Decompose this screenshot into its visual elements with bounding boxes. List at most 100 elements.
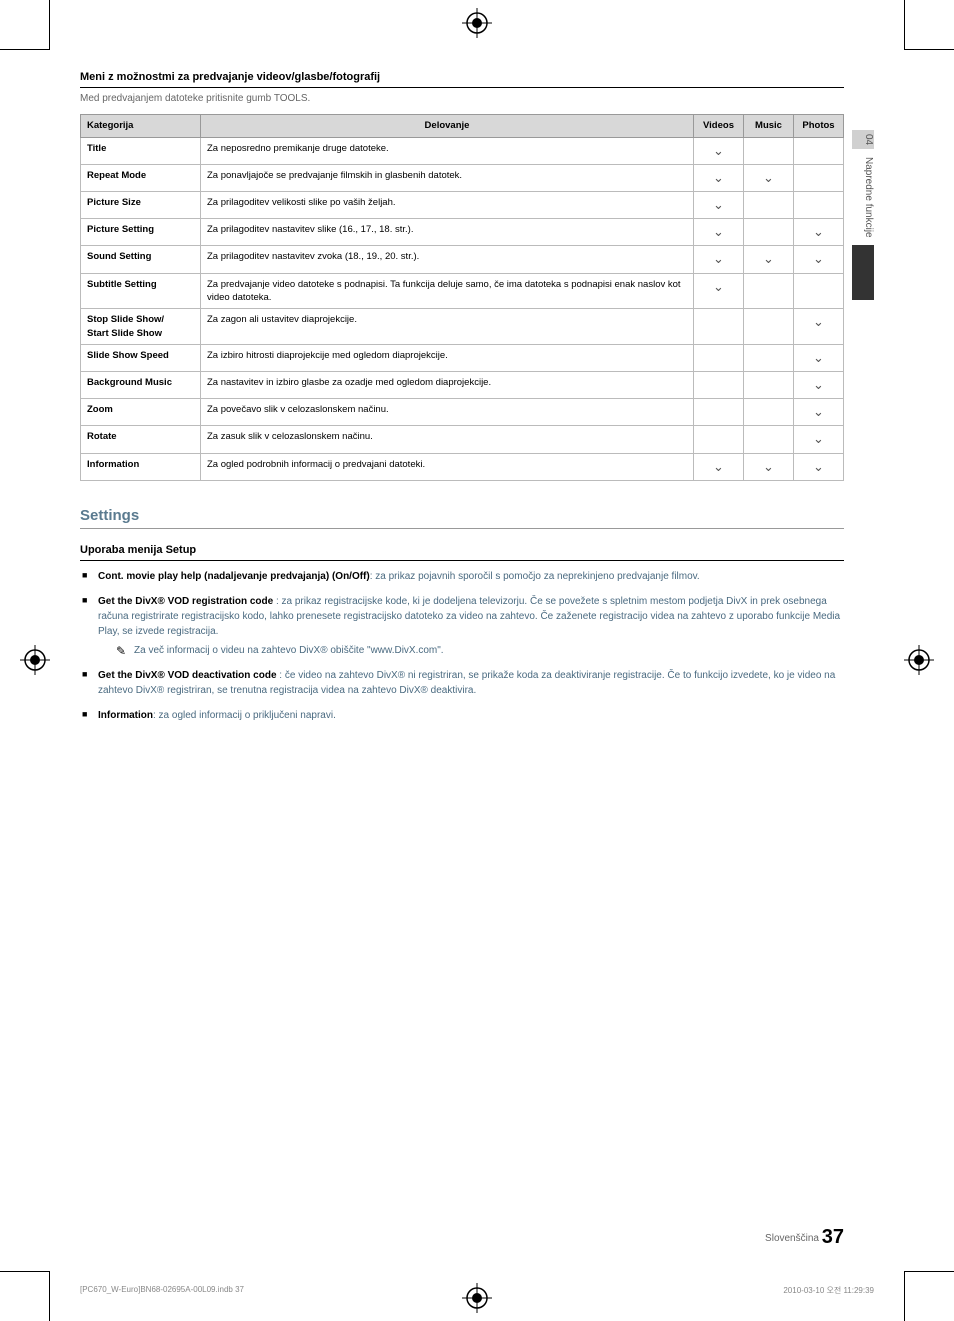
- row-videos-check: ⌄: [694, 219, 744, 246]
- print-footer-right: 2010-03-10 오전 11:29:39: [783, 1285, 874, 1296]
- row-music-check: [744, 344, 794, 371]
- row-music-check: ⌄: [744, 453, 794, 480]
- row-photos-check: [794, 164, 844, 191]
- settings-item-bold: Information: [98, 710, 153, 721]
- crop-mark: [904, 49, 954, 50]
- settings-item: Information: za ogled informacij o prikl…: [80, 708, 844, 723]
- settings-item-bold: Get the DivX® VOD deactivation code: [98, 670, 277, 681]
- row-action: Za prilagoditev velikosti slike po vaših…: [201, 192, 694, 219]
- footer-language: Slovenščina: [765, 1233, 819, 1244]
- row-category: Stop Slide Show/Start Slide Show: [81, 309, 201, 345]
- row-music-check: [744, 309, 794, 345]
- table-row: Background MusicZa nastavitev in izbiro …: [81, 372, 844, 399]
- row-category: Rotate: [81, 426, 201, 453]
- row-music-check: [744, 399, 794, 426]
- row-music-check: [744, 192, 794, 219]
- table-header-videos: Videos: [694, 115, 744, 137]
- page-footer: Slovenščina 37: [765, 1223, 844, 1251]
- crop-mark: [0, 1271, 50, 1272]
- table-row: Slide Show SpeedZa izbiro hitrosti diapr…: [81, 344, 844, 371]
- row-music-check: [744, 137, 794, 164]
- row-videos-check: ⌄: [694, 273, 744, 309]
- crop-mark: [49, 1271, 50, 1321]
- table-header-music: Music: [744, 115, 794, 137]
- row-photos-check: ⌄: [794, 344, 844, 371]
- row-category: Sound Setting: [81, 246, 201, 273]
- row-photos-check: ⌄: [794, 219, 844, 246]
- row-photos-check: ⌄: [794, 309, 844, 345]
- row-category: Picture Setting: [81, 219, 201, 246]
- settings-item: Get the DivX® VOD registration code : za…: [80, 594, 844, 658]
- row-photos-check: [794, 273, 844, 309]
- print-footer-left: [PC670_W-Euro]BN68-02695A-00L09.indb 37: [80, 1285, 244, 1296]
- row-action: Za prilagoditev nastavitev slike (16., 1…: [201, 219, 694, 246]
- registration-mark-icon: [462, 8, 492, 38]
- settings-item-note: Za več informacij o videu na zahtevo Div…: [98, 643, 844, 658]
- row-category: Zoom: [81, 399, 201, 426]
- chapter-label: Napredne funkcije: [852, 149, 874, 246]
- row-category: Information: [81, 453, 201, 480]
- row-category: Repeat Mode: [81, 164, 201, 191]
- table-row: Repeat ModeZa ponavljajoče se predvajanj…: [81, 164, 844, 191]
- settings-item: Cont. movie play help (nadaljevanje pred…: [80, 569, 844, 584]
- table-row: InformationZa ogled podrobnih informacij…: [81, 453, 844, 480]
- row-action: Za nastavitev in izbiro glasbe za ozadje…: [201, 372, 694, 399]
- table-row: ZoomZa povečavo slik v celozaslonskem na…: [81, 399, 844, 426]
- row-category: Subtitle Setting: [81, 273, 201, 309]
- row-videos-check: ⌄: [694, 453, 744, 480]
- crop-mark: [49, 0, 50, 50]
- row-music-check: [744, 273, 794, 309]
- table-header-action: Delovanje: [201, 115, 694, 137]
- row-photos-check: [794, 137, 844, 164]
- row-action: Za zagon ali ustavitev diaprojekcije.: [201, 309, 694, 345]
- chapter-number: 04: [852, 130, 874, 149]
- print-footer: [PC670_W-Euro]BN68-02695A-00L09.indb 37 …: [80, 1285, 874, 1296]
- row-music-check: [744, 219, 794, 246]
- options-table: Kategorija Delovanje Videos Music Photos…: [80, 114, 844, 480]
- registration-mark-icon: [20, 645, 50, 675]
- row-category: Picture Size: [81, 192, 201, 219]
- row-videos-check: [694, 372, 744, 399]
- side-tab-marker: [852, 245, 874, 300]
- settings-subheading: Uporaba menija Setup: [80, 543, 844, 561]
- row-photos-check: ⌄: [794, 399, 844, 426]
- table-row: Picture SettingZa prilagoditev nastavite…: [81, 219, 844, 246]
- table-row: RotateZa zasuk slik v celozaslonskem nač…: [81, 426, 844, 453]
- row-music-check: ⌄: [744, 246, 794, 273]
- row-photos-check: [794, 192, 844, 219]
- settings-heading: Settings: [80, 505, 844, 529]
- row-action: Za prilagoditev nastavitev zvoka (18., 1…: [201, 246, 694, 273]
- row-action: Za neposredno premikanje druge datoteke.: [201, 137, 694, 164]
- row-action: Za povečavo slik v celozaslonskem načinu…: [201, 399, 694, 426]
- side-tab: 04 Napredne funkcije: [852, 130, 874, 246]
- row-action: Za ponavljajoče se predvajanje filmskih …: [201, 164, 694, 191]
- section-title: Meni z možnostmi za predvajanje videov/g…: [80, 70, 844, 88]
- table-header-photos: Photos: [794, 115, 844, 137]
- table-row: TitleZa neposredno premikanje druge dato…: [81, 137, 844, 164]
- settings-item-bold: Cont. movie play help (nadaljevanje pred…: [98, 571, 370, 582]
- settings-item-text: : za prikaz pojavnih sporočil s pomočjo …: [370, 571, 700, 582]
- row-photos-check: ⌄: [794, 453, 844, 480]
- table-header-category: Kategorija: [81, 115, 201, 137]
- row-videos-check: ⌄: [694, 246, 744, 273]
- row-videos-check: ⌄: [694, 137, 744, 164]
- row-videos-check: [694, 426, 744, 453]
- row-music-check: [744, 372, 794, 399]
- page-number: 37: [822, 1226, 844, 1248]
- table-row: Stop Slide Show/Start Slide ShowZa zagon…: [81, 309, 844, 345]
- table-row: Subtitle SettingZa predvajanje video dat…: [81, 273, 844, 309]
- row-action: Za izbiro hitrosti diaprojekcije med ogl…: [201, 344, 694, 371]
- row-videos-check: [694, 309, 744, 345]
- row-music-check: ⌄: [744, 164, 794, 191]
- settings-item-text: : za ogled informacij o priključeni napr…: [153, 710, 336, 721]
- crop-mark: [904, 1271, 905, 1321]
- row-action: Za zasuk slik v celozaslonskem načinu.: [201, 426, 694, 453]
- row-action: Za ogled podrobnih informacij o predvaja…: [201, 453, 694, 480]
- table-row: Sound SettingZa prilagoditev nastavitev …: [81, 246, 844, 273]
- row-photos-check: ⌄: [794, 246, 844, 273]
- crop-mark: [0, 49, 50, 50]
- row-category: Background Music: [81, 372, 201, 399]
- crop-mark: [904, 0, 905, 50]
- registration-mark-icon: [904, 645, 934, 675]
- row-photos-check: ⌄: [794, 372, 844, 399]
